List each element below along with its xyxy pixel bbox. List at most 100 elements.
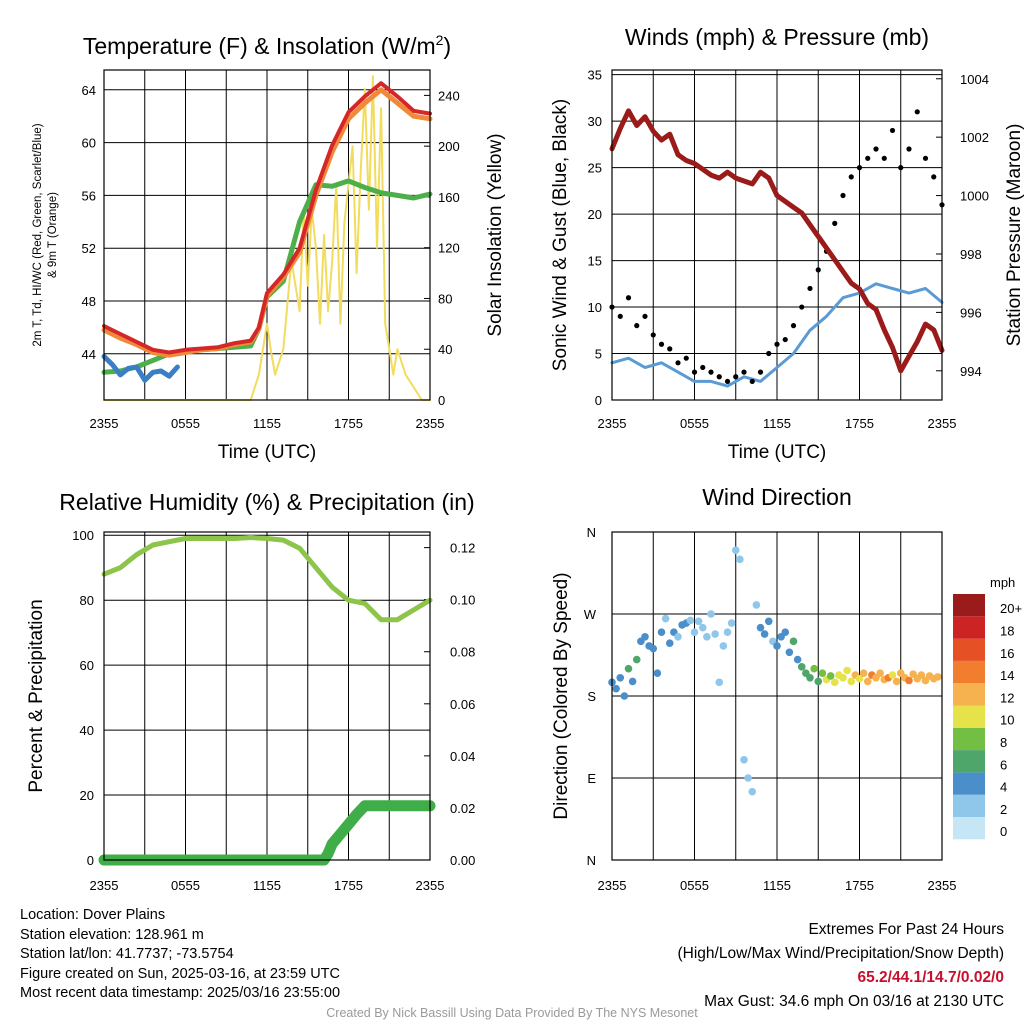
direction-point — [748, 787, 757, 796]
direction-point — [892, 677, 901, 686]
extremes-panel: Extremes For Past 24 Hours (High/Low/Max… — [678, 918, 1005, 1014]
gust-point — [815, 267, 821, 273]
legend-title: mph — [990, 575, 1015, 590]
y-tick-label: 60 — [80, 658, 94, 673]
pressure-line — [609, 108, 945, 374]
legend-label: 0 — [1000, 824, 1007, 839]
y-tick-label: 35 — [588, 68, 602, 83]
extremes-title: Extremes For Past 24 Hours — [808, 921, 1004, 938]
direction-point — [719, 642, 728, 650]
direction-point — [859, 669, 868, 678]
chart-title: Temperature (F) & Insolation (W/m2) — [83, 32, 451, 59]
y-axis-label: Percent & Precipitation — [26, 599, 47, 792]
precip-line — [98, 800, 436, 866]
y-right-axis-label: Solar Insolation (Yellow) — [485, 133, 506, 336]
direction-point — [653, 669, 662, 678]
station-elevation: Station elevation: 128.961 m — [20, 926, 204, 943]
chart-title: Wind Direction — [702, 484, 852, 510]
gust-point — [898, 165, 904, 171]
direction-point — [624, 664, 633, 673]
y-tick-label: 15 — [588, 254, 602, 269]
windchill-line — [101, 353, 180, 383]
gust-point — [774, 341, 780, 347]
gust-point — [832, 220, 838, 226]
y-right-tick-label: 0.08 — [450, 645, 475, 660]
direction-point — [797, 663, 806, 671]
direction-point — [641, 632, 649, 641]
direction-point — [785, 648, 794, 657]
y-tick-label: 80 — [80, 593, 94, 608]
direction-point — [806, 673, 814, 682]
direction-point — [888, 671, 897, 679]
direction-point — [744, 774, 752, 782]
y-right-tick-label: 0 — [438, 393, 445, 408]
extremes-values: 65.2/44.1/14.7/0.02/0 — [857, 969, 1004, 986]
temp-line — [102, 81, 432, 355]
gust-point — [848, 174, 854, 180]
y-right-tick-label: 994 — [960, 364, 982, 379]
direction-point — [773, 642, 781, 650]
y-tick-label: E — [587, 771, 596, 786]
gust-point — [807, 285, 813, 292]
direction-point — [793, 655, 802, 664]
direction-point — [665, 639, 674, 647]
chart-title: Winds (mph) & Pressure (mb) — [625, 24, 929, 50]
y-right-tick-label: 0.02 — [450, 801, 475, 816]
gust-point — [865, 155, 871, 161]
y-right-tick-label: 40 — [438, 342, 452, 357]
direction-point — [830, 678, 839, 687]
station-latlon: Station lat/lon: 41.7737; -73.5754 — [20, 946, 234, 962]
direction-point — [686, 616, 695, 625]
y-tick-label: 48 — [82, 294, 96, 309]
gust-point — [617, 313, 623, 319]
gust-point — [733, 374, 739, 380]
direction-point — [632, 655, 641, 664]
y-tick-label: 20 — [80, 788, 94, 803]
gust-point — [741, 369, 747, 375]
legend-swatch — [953, 638, 985, 661]
legend-label: 4 — [1000, 780, 1007, 795]
gust-point — [667, 346, 673, 352]
direction-point — [756, 623, 765, 632]
legend-label: 12 — [1000, 690, 1014, 705]
plot-frame — [611, 69, 943, 401]
gust-point — [642, 313, 648, 319]
y-tick-label: 5 — [595, 347, 602, 362]
x-tick-label: 2355 — [928, 878, 957, 893]
station-location: Location: Dover Plains — [20, 907, 166, 923]
gust-point — [691, 369, 698, 375]
direction-point — [727, 619, 736, 627]
plot-frame — [103, 531, 431, 861]
direction-point — [707, 610, 715, 618]
gust-point — [724, 378, 731, 385]
x-tick-label: 0555 — [680, 878, 709, 893]
direction-point — [740, 755, 748, 764]
legend-swatch — [953, 594, 985, 617]
gust-point — [840, 192, 846, 199]
wind-line — [610, 282, 944, 388]
direction-point — [620, 692, 629, 700]
y-tick-label: 100 — [72, 528, 94, 543]
x-tick-label: 1755 — [334, 878, 363, 893]
max-gust: Max Gust: 34.6 mph On 03/16 at 2130 UTC — [704, 993, 1004, 1010]
legend-label: 2 — [1000, 802, 1007, 817]
rh-line — [101, 535, 433, 623]
y-right-tick-label: 80 — [438, 291, 452, 306]
x-tick-label: 1755 — [845, 878, 874, 893]
gust-point — [683, 355, 689, 361]
direction-point — [752, 601, 761, 609]
direction-point — [657, 628, 666, 637]
legend-label: 14 — [1000, 668, 1014, 683]
gust-point — [675, 360, 681, 366]
y-tick-label: W — [584, 607, 597, 622]
x-tick-label: 0555 — [171, 878, 200, 893]
direction-point — [814, 677, 823, 686]
gust-point — [881, 155, 887, 161]
y-right-tick-label: 0.00 — [450, 853, 475, 868]
insolation-line — [103, 75, 431, 401]
direction-point — [715, 678, 724, 687]
plot-frame — [103, 69, 431, 401]
legend-label: 20+ — [1000, 601, 1022, 616]
y-tick-label: 0 — [87, 853, 94, 868]
